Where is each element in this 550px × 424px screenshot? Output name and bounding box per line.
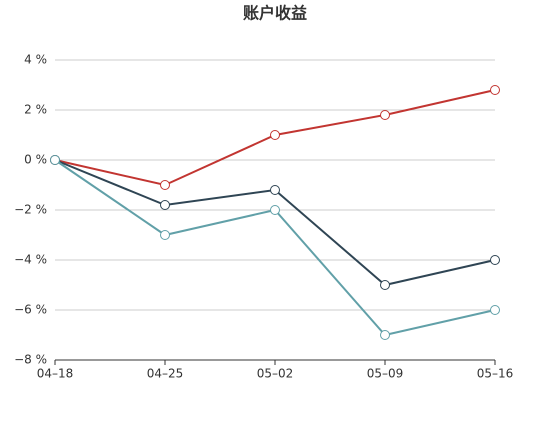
- y-tick-label: 2 %: [24, 103, 47, 117]
- point: [160, 200, 170, 210]
- point: [270, 130, 280, 140]
- y-tick-label: −4 %: [14, 253, 47, 267]
- point: [380, 110, 390, 120]
- point: [490, 255, 500, 265]
- y-tick-label: −6 %: [14, 303, 47, 317]
- point: [490, 85, 500, 95]
- y-tick-label: 4 %: [24, 53, 47, 67]
- series-line: [54, 159, 496, 287]
- point: [160, 180, 170, 190]
- x-tick-label: 05–02: [257, 367, 294, 381]
- point: [50, 155, 60, 165]
- x-tick-label: 05–16: [477, 367, 514, 381]
- y-tick-label: −2 %: [14, 203, 47, 217]
- y-tick-label: −8 %: [14, 353, 47, 367]
- x-tick-label: 05–09: [367, 367, 404, 381]
- chart-title: 账户收益: [243, 4, 307, 23]
- point: [380, 280, 390, 290]
- y-tick-label: 0 %: [24, 153, 47, 167]
- point: [490, 305, 500, 315]
- x-tick-label: 04–25: [147, 367, 184, 381]
- point: [270, 205, 280, 215]
- point: [270, 185, 280, 195]
- point: [380, 330, 390, 340]
- x-tick-label: 04–18: [37, 367, 74, 381]
- point: [160, 230, 170, 240]
